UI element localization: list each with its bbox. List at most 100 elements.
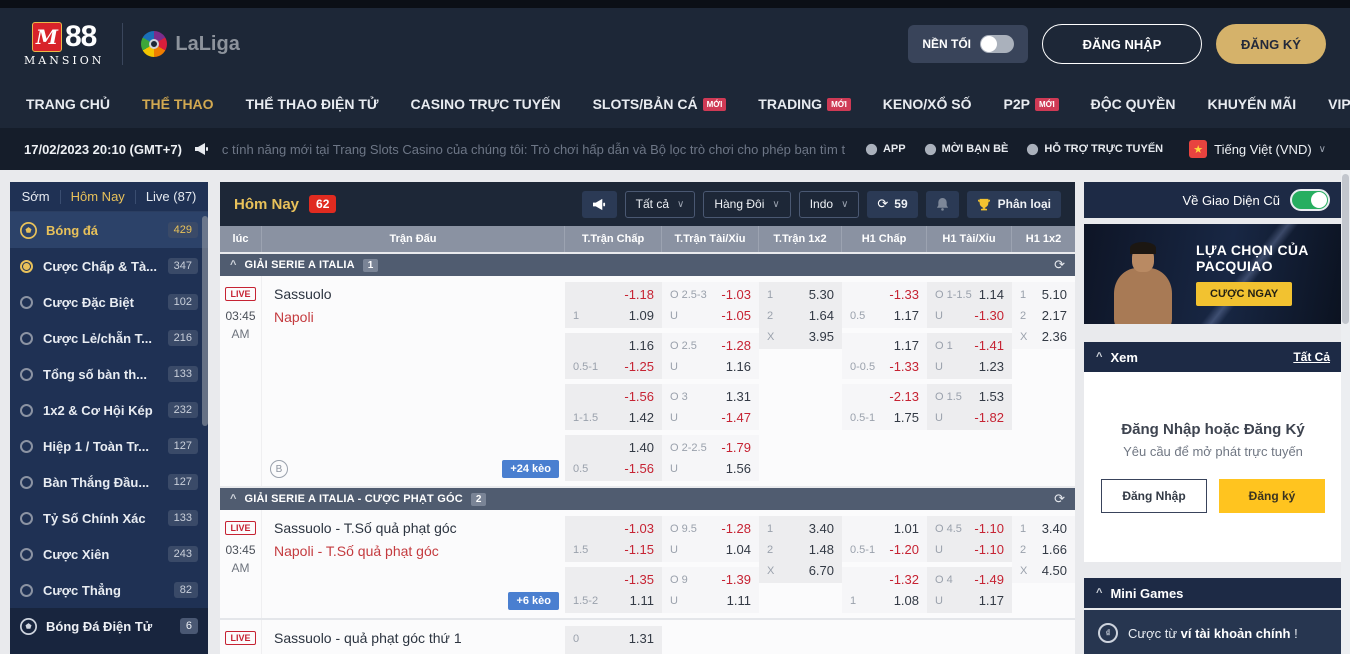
radio-icon[interactable] <box>20 259 33 273</box>
sidebar-tab-h-m-nay[interactable]: Hôm Nay <box>70 189 125 204</box>
odds-value[interactable]: 2.17 <box>1041 308 1067 323</box>
odds-value[interactable]: -1.10 <box>974 521 1004 536</box>
odds-value[interactable]: -1.33 <box>889 359 919 374</box>
nav-item-keno-x-s-[interactable]: KENO/XỔ SỐ <box>883 96 972 112</box>
odds-value[interactable]: -1.28 <box>721 338 751 353</box>
odds-value[interactable]: 1.75 <box>893 410 919 425</box>
register-button[interactable]: ĐĂNG KÝ <box>1216 24 1326 64</box>
odds-value[interactable]: -1.67 <box>624 652 654 654</box>
sidebar-item[interactable]: Hiệp 1 / Toàn Tr... 127 <box>10 428 208 464</box>
odds-value[interactable]: 1.31 <box>628 631 654 646</box>
odds-value[interactable]: -1.20 <box>889 542 919 557</box>
bet-builder-icon[interactable]: B <box>270 460 288 478</box>
nav-item--c-quy-n[interactable]: ĐỘC QUYỀN <box>1091 96 1176 112</box>
home-team-name[interactable]: Sassuolo - T.Số quả phạt góc <box>274 520 457 536</box>
dark-mode-switch-icon[interactable] <box>980 35 1014 53</box>
odds-value[interactable]: 1.17 <box>893 338 919 353</box>
ticker-link-h-tr-tr-c-tuy-n[interactable]: HỖ TRỢ TRỰC TUYẾN <box>1026 143 1163 156</box>
odds-value[interactable]: -1.05 <box>721 308 751 323</box>
odds-value[interactable]: -1.33 <box>889 287 919 302</box>
odds-value[interactable]: 1.17 <box>893 308 919 323</box>
more-bets-badge[interactable]: +24 kèo <box>502 460 559 478</box>
notifications-button[interactable] <box>925 190 959 218</box>
odds-value[interactable]: -1.49 <box>974 572 1004 587</box>
odds-value[interactable]: 1.48 <box>808 542 834 557</box>
radio-icon[interactable] <box>20 583 33 597</box>
radio-icon[interactable] <box>20 547 33 561</box>
odds-value[interactable]: -1.18 <box>624 287 654 302</box>
nav-item-th-thao[interactable]: THỂ THAO <box>142 96 214 112</box>
odds-value[interactable]: 1.16 <box>628 338 654 353</box>
away-team-name[interactable]: Napoli - T.Số quả phạt góc <box>274 543 439 559</box>
m88-logo[interactable]: M 88 MANSION <box>24 21 104 67</box>
radio-icon[interactable] <box>20 403 33 417</box>
radio-icon[interactable] <box>20 331 33 345</box>
sidebar-item[interactable]: Cược Xiên 243 <box>10 536 208 572</box>
nav-item-trading[interactable]: TRADING MỚI <box>758 96 851 112</box>
radio-icon[interactable] <box>20 439 33 453</box>
odds-value[interactable]: -1.41 <box>974 338 1004 353</box>
odds-value[interactable]: 1.17 <box>978 593 1004 608</box>
odds-value[interactable]: 1.64 <box>808 308 834 323</box>
odds-value[interactable]: 1.53 <box>978 389 1004 404</box>
nav-item-th-thao-i-n-t-[interactable]: THỂ THAO ĐIỆN TỬ <box>246 96 379 112</box>
odds-value[interactable]: 1.08 <box>893 593 919 608</box>
odds-value[interactable]: 1.11 <box>629 593 654 608</box>
odds-value[interactable]: -2.13 <box>889 389 919 404</box>
language-selector[interactable]: ★ Tiếng Việt (VND) ∨ <box>1189 140 1326 158</box>
radio-icon[interactable] <box>20 475 33 489</box>
odds-value[interactable]: 1.04 <box>725 542 751 557</box>
sidebar-scrollbar[interactable] <box>202 216 208 426</box>
sidebar-tab-s-m[interactable]: Sớm <box>21 189 50 204</box>
league-section-header[interactable]: ^ GIẢI SERIE A ITALIA - CƯỢC PHẠT GÓC 2 ⟳ <box>220 488 1075 510</box>
nav-item-p2p[interactable]: P2P MỚI <box>1003 96 1059 112</box>
ticker-link-app[interactable]: APP <box>865 143 906 156</box>
more-bets-badge[interactable]: +6 kèo <box>508 592 559 610</box>
sidebar-item[interactable]: 1x2 & Cơ Hội Kép 232 <box>10 392 208 428</box>
radio-icon[interactable] <box>20 367 33 381</box>
page-scrollbar[interactable] <box>1341 170 1350 654</box>
old-ui-switch-icon[interactable] <box>1290 189 1330 211</box>
minigames-wallet-row[interactable]: ₫ Cược từ ví tài khoản chính ! <box>1084 610 1342 654</box>
odds-value[interactable]: -1.30 <box>974 308 1004 323</box>
sidebar-tab-live-87-[interactable]: Live (87) <box>145 189 197 204</box>
odds-value[interactable]: 1.09 <box>628 308 654 323</box>
watch-login-button[interactable]: Đăng Nhập <box>1101 479 1207 513</box>
filter-all-dropdown[interactable]: Tất cả ∨ <box>624 190 696 218</box>
nav-item-slots-b-n-c-[interactable]: SLOTS/BẢN CÁ MỚI <box>593 96 727 112</box>
odds-value[interactable]: -1.47 <box>721 410 751 425</box>
collapse-icon[interactable]: ^ <box>230 259 237 271</box>
odds-value[interactable]: -1.39 <box>721 572 751 587</box>
odds-value[interactable]: 4.50 <box>1041 563 1067 578</box>
watch-all-link[interactable]: Tất Cả <box>1293 350 1330 364</box>
odds-value[interactable]: 5.30 <box>808 287 834 302</box>
odds-value[interactable]: -1.32 <box>889 572 919 587</box>
sidebar-item-bong-da[interactable]: Bóng đá 429 <box>10 212 208 248</box>
odds-value[interactable]: -1.25 <box>624 359 654 374</box>
ticker-link-m-i-b-n-b-[interactable]: MỜI BẠN BÈ <box>924 143 1008 156</box>
filter-double-line-dropdown[interactable]: Hàng Đôi ∨ <box>703 190 791 218</box>
odds-value[interactable]: 1.31 <box>725 389 751 404</box>
home-team-name[interactable]: Sassuolo - quả phạt góc thứ 1 <box>274 630 462 646</box>
odds-value[interactable]: -1.82 <box>974 410 1004 425</box>
odds-value[interactable]: 2.36 <box>1041 329 1067 344</box>
home-team-name[interactable]: Sassuolo <box>274 286 332 302</box>
odds-value[interactable]: 1.40 <box>628 440 654 455</box>
odds-value[interactable]: 3.95 <box>808 329 834 344</box>
sidebar-item[interactable]: Tỷ Số Chính Xác 133 <box>10 500 208 536</box>
refresh-icon[interactable]: ⟳ <box>1054 491 1065 506</box>
collapse-icon[interactable]: ^ <box>1096 587 1103 599</box>
pacquiao-promo-banner[interactable]: LỰA CHỌN CỦA PACQUIAO CƯỢC NGAY <box>1084 224 1342 324</box>
sidebar-item[interactable]: Cược Chấp & Tà... 347 <box>10 248 208 284</box>
odds-value[interactable]: 1.14 <box>978 287 1004 302</box>
odds-value[interactable]: 3.40 <box>1041 521 1067 536</box>
odds-value[interactable]: 1.42 <box>628 410 654 425</box>
sidebar-item-bong-da-dien-tu[interactable]: Bóng Đá Điện Tử 6 <box>10 608 208 644</box>
nav-item-khuy-n-m-i[interactable]: KHUYẾN MÃI <box>1207 96 1296 112</box>
odds-value[interactable]: -1.28 <box>721 521 751 536</box>
odds-value[interactable]: 5.10 <box>1041 287 1067 302</box>
sidebar-item[interactable]: Cược Thẳng 82 <box>10 572 208 608</box>
odds-value[interactable]: -1.79 <box>721 440 751 455</box>
league-section-header[interactable]: ^ GIẢI SERIE A ITALIA 1 ⟳ <box>220 254 1075 276</box>
odds-value[interactable]: -1.03 <box>721 287 751 302</box>
